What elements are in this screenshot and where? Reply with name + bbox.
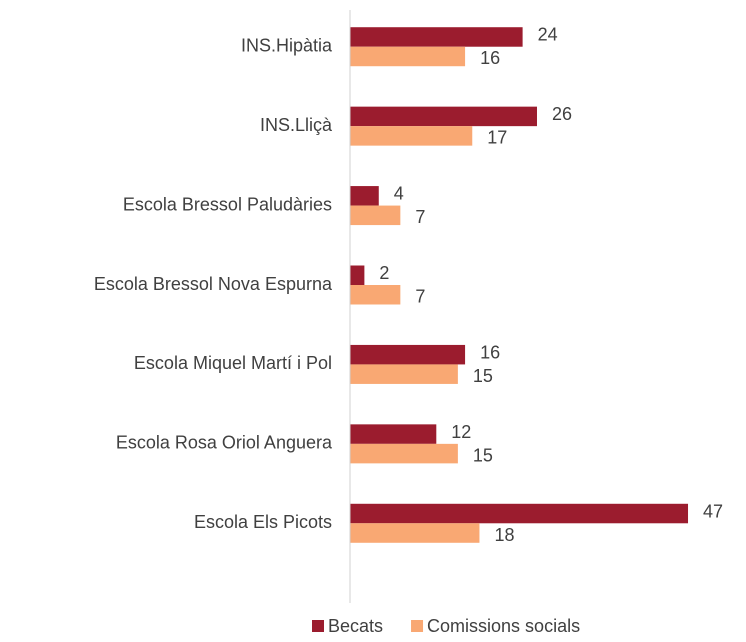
bar — [350, 285, 401, 305]
bar — [350, 443, 458, 464]
bar — [350, 265, 365, 285]
y-tick-label: Escola Bressol Nova Espurna — [94, 274, 333, 294]
value-label: 24 — [538, 25, 558, 45]
bar — [350, 46, 466, 67]
y-tick-label: Escola Els Picots — [194, 512, 332, 532]
bar — [350, 364, 458, 384]
bar — [350, 27, 523, 47]
bar — [350, 186, 379, 206]
bar — [350, 424, 437, 444]
y-tick-label: INS.Lliçà — [260, 115, 333, 135]
y-tick-label: INS.Hipàtia — [241, 35, 333, 55]
value-label: 17 — [487, 128, 507, 148]
value-label: 15 — [473, 445, 493, 465]
bar — [350, 126, 473, 146]
value-label: 15 — [473, 366, 493, 386]
value-label: 4 — [394, 184, 404, 204]
value-label: 47 — [703, 501, 723, 521]
value-label: 7 — [415, 207, 425, 227]
value-label: 16 — [480, 48, 500, 68]
legend-swatch — [312, 620, 324, 632]
value-label: 16 — [480, 342, 500, 362]
bar — [350, 503, 689, 524]
value-label: 18 — [494, 525, 514, 545]
y-tick-label: Escola Miquel Martí i Pol — [134, 353, 332, 373]
value-label: 12 — [451, 422, 471, 442]
bar — [350, 205, 401, 226]
bar — [350, 106, 537, 127]
bar — [350, 344, 466, 365]
value-label: 7 — [415, 287, 425, 307]
legend-swatch — [411, 620, 424, 632]
y-tick-label: Escola Bressol Paludàries — [123, 194, 332, 214]
value-label: 2 — [379, 263, 389, 283]
legend-label: Comissions socials — [427, 616, 580, 636]
value-label: 26 — [552, 104, 572, 124]
bar — [350, 523, 480, 543]
legend-label: Becats — [328, 616, 383, 636]
y-tick-label: Escola Rosa Oriol Anguera — [116, 433, 333, 453]
